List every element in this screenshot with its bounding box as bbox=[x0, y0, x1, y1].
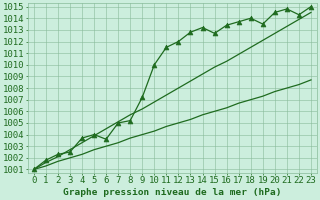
X-axis label: Graphe pression niveau de la mer (hPa): Graphe pression niveau de la mer (hPa) bbox=[63, 188, 282, 197]
